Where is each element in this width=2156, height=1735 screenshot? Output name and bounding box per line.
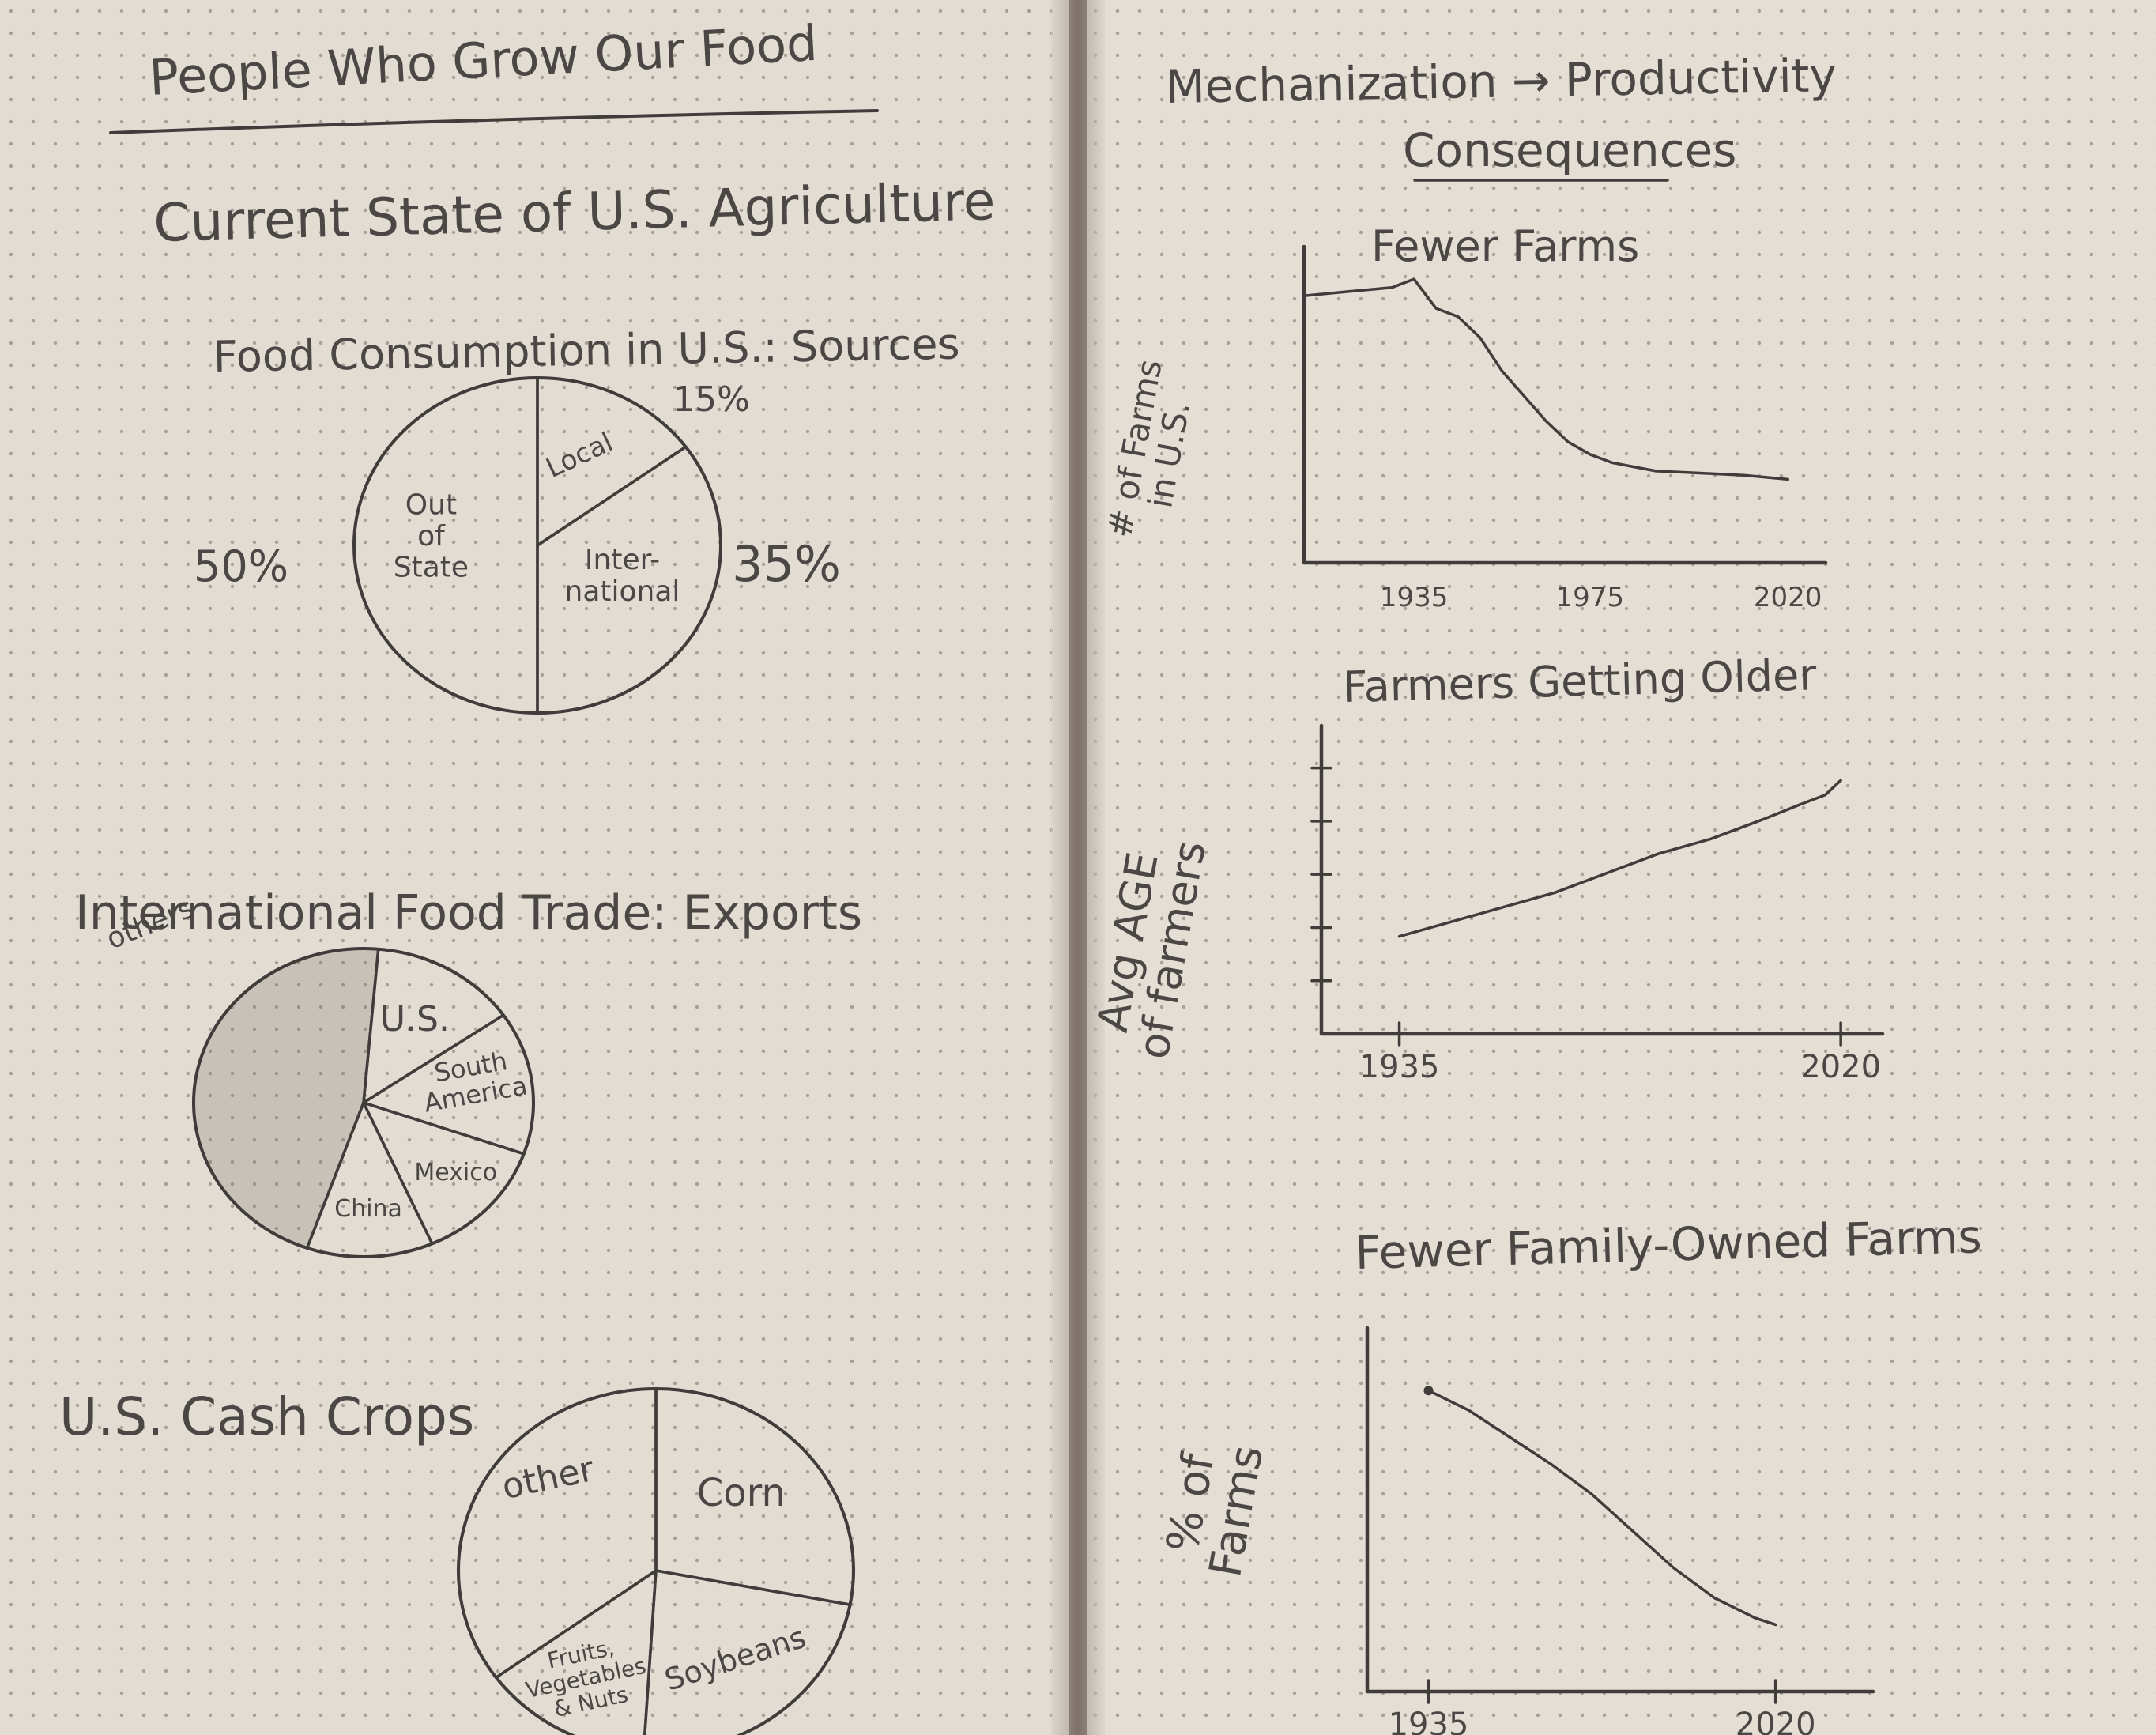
pie2-label-u-s: U.S. [380,999,450,1039]
line2-axes [1319,723,1885,1036]
pie1-slice-inter-national [536,445,722,715]
pie1-slice-out-of-state [352,376,539,715]
line1-title: Fewer Farms [1371,221,1639,271]
pie3-slice-soybeans [643,1569,852,1735]
line3-start-point [1423,1386,1434,1396]
book-gutter [1051,0,1105,1735]
pie2-slice-south-america [362,1013,535,1156]
pie3-slice-other [457,1387,658,1679]
line3-xtick-1935: 1935 [1389,1707,1469,1735]
line3-axes [1365,1326,1875,1694]
right-header-line2: Consequences [1403,123,1736,177]
line1-series-line [1302,277,1789,481]
line3-xtick-2020: 2020 [1736,1707,1816,1735]
pie1-value-local: 15% [673,379,750,420]
line2-series-line [1397,779,1842,938]
line3-series-line [1427,1389,1777,1627]
pie2-label-mexico: Mexico [414,1159,497,1186]
pie3-slice-fruits-vegetables-nuts [494,1569,658,1735]
pie1-value-inter-national: 35% [732,535,841,593]
pie1-value-out-of-state: 50% [194,541,288,591]
pie2-slice-others [192,947,380,1250]
line2-xtick-1935: 1935 [1359,1049,1440,1085]
line1-xtick-1935: 1935 [1380,582,1449,613]
pie3-label-corn: Corn [697,1471,786,1515]
pie3-title: U.S. Cash Crops [59,1386,474,1447]
line1-xtick-1975: 1975 [1555,582,1624,613]
page-title-underline [109,109,879,134]
line1-xtick-2020: 2020 [1754,582,1822,613]
line2-title: Farmers Getting Older [1343,650,1818,712]
pie3-slice-corn [654,1387,855,1606]
pie2-slice-china [305,1101,434,1258]
pie2-label-china: China [334,1195,402,1223]
pie1-label-inter-national: Inter-national [565,544,680,608]
line2-xtick-2020: 2020 [1800,1049,1881,1085]
pie1-label-out-of-state: Out of State [394,488,469,583]
right-header-line1: Mechanization → Productivity [1165,48,1837,114]
pie1-slice-local [536,376,688,547]
pie2-slice-mexico [362,1101,526,1246]
left-page-dots [0,0,1069,1735]
pie2-title: International Food Trade: Exports [75,885,862,941]
line1-axes [1302,244,1828,565]
pie2-slice-u-s [362,947,505,1104]
